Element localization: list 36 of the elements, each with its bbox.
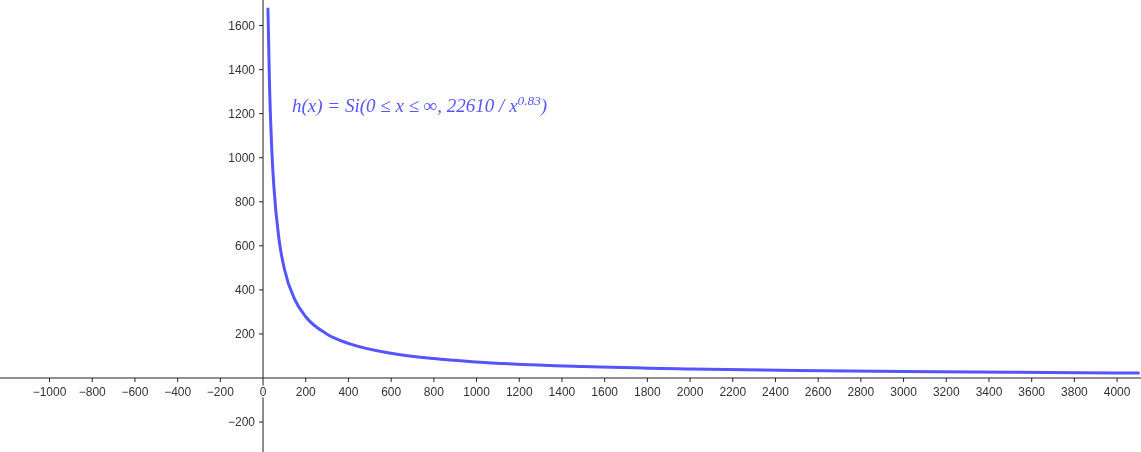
x-tick-label: 3000 bbox=[890, 384, 918, 399]
y-tick-label: 600 bbox=[235, 238, 256, 253]
x-tick-label: 2400 bbox=[762, 384, 790, 399]
x-tick-label: 4000 bbox=[1103, 384, 1131, 399]
x-tick-label: 2800 bbox=[847, 384, 875, 399]
y-tick-label: 400 bbox=[235, 282, 256, 297]
x-tick-label: −200 bbox=[206, 384, 235, 399]
y-tick-label: 1000 bbox=[228, 150, 256, 165]
x-tick-label: 1600 bbox=[591, 384, 619, 399]
x-tick-label: 800 bbox=[423, 384, 445, 399]
y-tick-label: 1200 bbox=[228, 106, 256, 121]
y-tick-label: 1600 bbox=[228, 18, 256, 33]
y-tick-label: 800 bbox=[235, 194, 256, 209]
x-tick-label: −600 bbox=[121, 384, 149, 399]
y-tick-label: 1400 bbox=[228, 62, 256, 77]
x-tick-label: 3600 bbox=[1018, 384, 1046, 399]
x-tick-label: −1000 bbox=[32, 384, 67, 399]
x-tick-label: 2000 bbox=[676, 384, 704, 399]
x-tick-label: 3800 bbox=[1061, 384, 1089, 399]
x-tick-label: 3200 bbox=[932, 384, 960, 399]
x-tick-label: 400 bbox=[338, 384, 359, 399]
x-tick-label: −800 bbox=[78, 384, 107, 399]
y-tick-label: 200 bbox=[235, 326, 256, 341]
x-tick-label: 200 bbox=[295, 384, 317, 399]
x-tick-label: 3400 bbox=[975, 384, 1003, 399]
x-tick-label: 1000 bbox=[463, 384, 491, 399]
x-tick-label: 1800 bbox=[634, 384, 662, 399]
x-tick-label: 2200 bbox=[719, 384, 747, 399]
annotation: h(x) = Si(0 ≤ x ≤ ∞, 22610 / x$^{0.83}$) bbox=[292, 92, 548, 117]
x-tick-label: 600 bbox=[381, 384, 402, 399]
x-tick-label: −400 bbox=[164, 384, 192, 399]
line-series bbox=[266, 7, 1140, 375]
x-tick-label: 1200 bbox=[505, 384, 533, 399]
y-tick-label: −200 bbox=[228, 415, 256, 430]
x-tick-label: 1400 bbox=[548, 384, 576, 399]
x-tick-label: 2600 bbox=[804, 384, 832, 399]
